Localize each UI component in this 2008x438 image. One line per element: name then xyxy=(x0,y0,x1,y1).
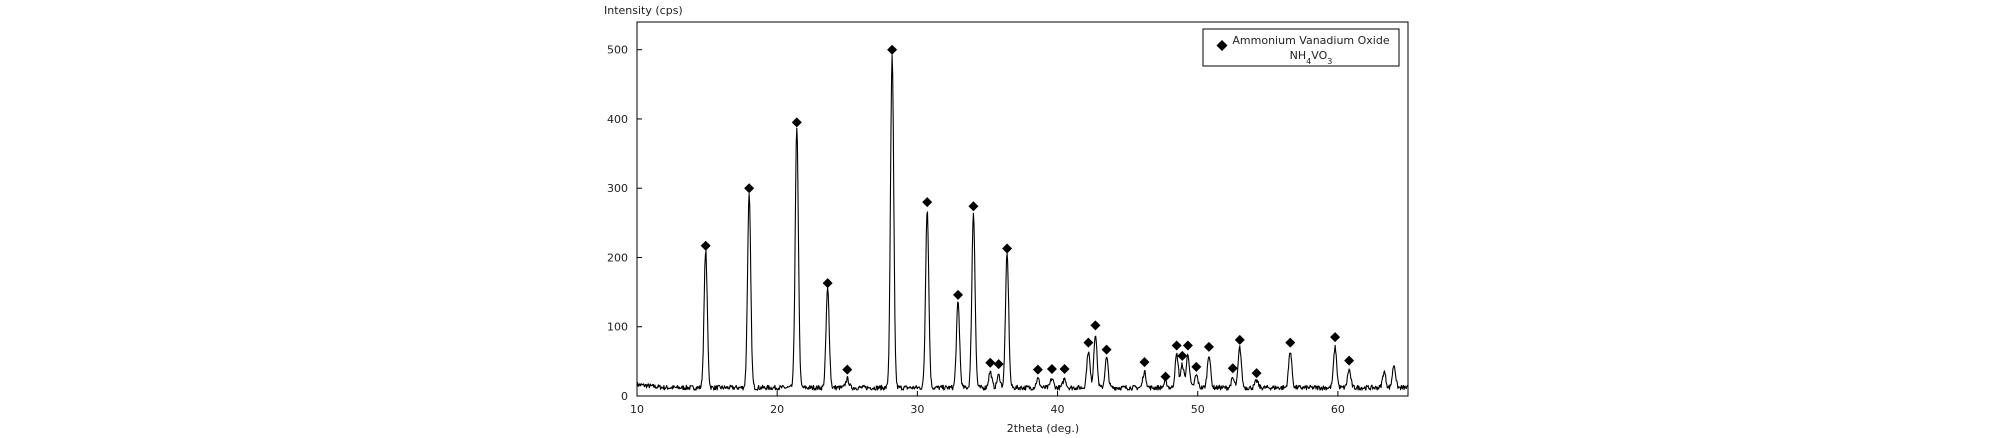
peak-marker xyxy=(700,240,711,251)
peak-marker xyxy=(985,357,996,368)
legend-box xyxy=(1202,28,1400,67)
peak-marker xyxy=(922,197,933,208)
peak-marker xyxy=(791,117,802,128)
peak-marker xyxy=(1160,371,1171,382)
x-tick-label: 40 xyxy=(1051,403,1065,416)
peak-marker xyxy=(1139,357,1150,368)
x-axis-ticks: 10 20 30 40 50 60 xyxy=(630,391,1345,416)
peak-marker xyxy=(1191,361,1202,372)
y-tick-label: 0 xyxy=(621,390,628,403)
peak-marker xyxy=(1046,363,1057,374)
y-tick-label: 100 xyxy=(607,321,628,334)
peak-marker xyxy=(993,359,1004,370)
peak-marker xyxy=(744,183,755,194)
peak-marker xyxy=(1090,320,1101,331)
y-tick-label: 300 xyxy=(607,182,628,195)
peak-marker xyxy=(1234,334,1245,345)
x-tick-label: 50 xyxy=(1191,403,1205,416)
peak-marker xyxy=(1182,340,1193,351)
legend-diamond-marker xyxy=(1216,40,1228,51)
peak-marker xyxy=(1032,364,1043,375)
peak-marker xyxy=(887,44,898,55)
x-tick-label: 20 xyxy=(770,403,784,416)
peak-marker xyxy=(1059,363,1070,374)
peak-marker xyxy=(953,289,964,300)
legend-entry-formula: NH4VO3 xyxy=(1290,49,1333,66)
peak-marker xyxy=(822,278,833,289)
peak-marker xyxy=(1171,340,1182,351)
y-axis-ticks: 0 100 200 300 400 500 xyxy=(607,44,642,403)
legend-entry-label: Ammonium Vanadium Oxide xyxy=(1232,34,1389,47)
x-tick-label: 30 xyxy=(910,403,924,416)
peak-marker xyxy=(1101,344,1112,355)
y-tick-label: 200 xyxy=(607,251,628,264)
peak-marker xyxy=(1177,350,1188,361)
peak-marker xyxy=(1083,337,1094,348)
x-axis-label: 2theta (deg.) xyxy=(1007,422,1079,435)
peak-marker xyxy=(1203,341,1214,352)
peak-marker xyxy=(1330,332,1341,343)
y-tick-label: 400 xyxy=(607,113,628,126)
plot-frame xyxy=(636,21,1409,397)
peak-marker xyxy=(1344,355,1355,366)
peak-marker xyxy=(1227,363,1238,374)
peak-marker xyxy=(842,364,853,375)
peak-markers xyxy=(700,44,1355,382)
x-tick-label: 10 xyxy=(630,403,644,416)
diffraction-pattern-line xyxy=(636,54,1409,391)
x-tick-label: 60 xyxy=(1331,403,1345,416)
y-tick-label: 500 xyxy=(607,44,628,57)
peak-marker xyxy=(968,201,979,212)
y-axis-label: Intensity (cps) xyxy=(604,4,683,17)
legend: Ammonium Vanadium Oxide NH4VO3 xyxy=(1202,28,1400,67)
peak-marker xyxy=(1285,337,1296,348)
peak-marker xyxy=(1002,243,1013,254)
peak-marker xyxy=(1251,368,1262,379)
